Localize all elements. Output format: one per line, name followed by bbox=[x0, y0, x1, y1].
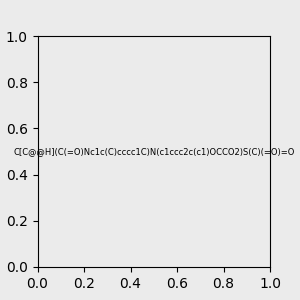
Text: C[C@@H](C(=O)Nc1c(C)cccc1C)N(c1ccc2c(c1)OCCO2)S(C)(=O)=O: C[C@@H](C(=O)Nc1c(C)cccc1C)N(c1ccc2c(c1)… bbox=[13, 147, 294, 156]
